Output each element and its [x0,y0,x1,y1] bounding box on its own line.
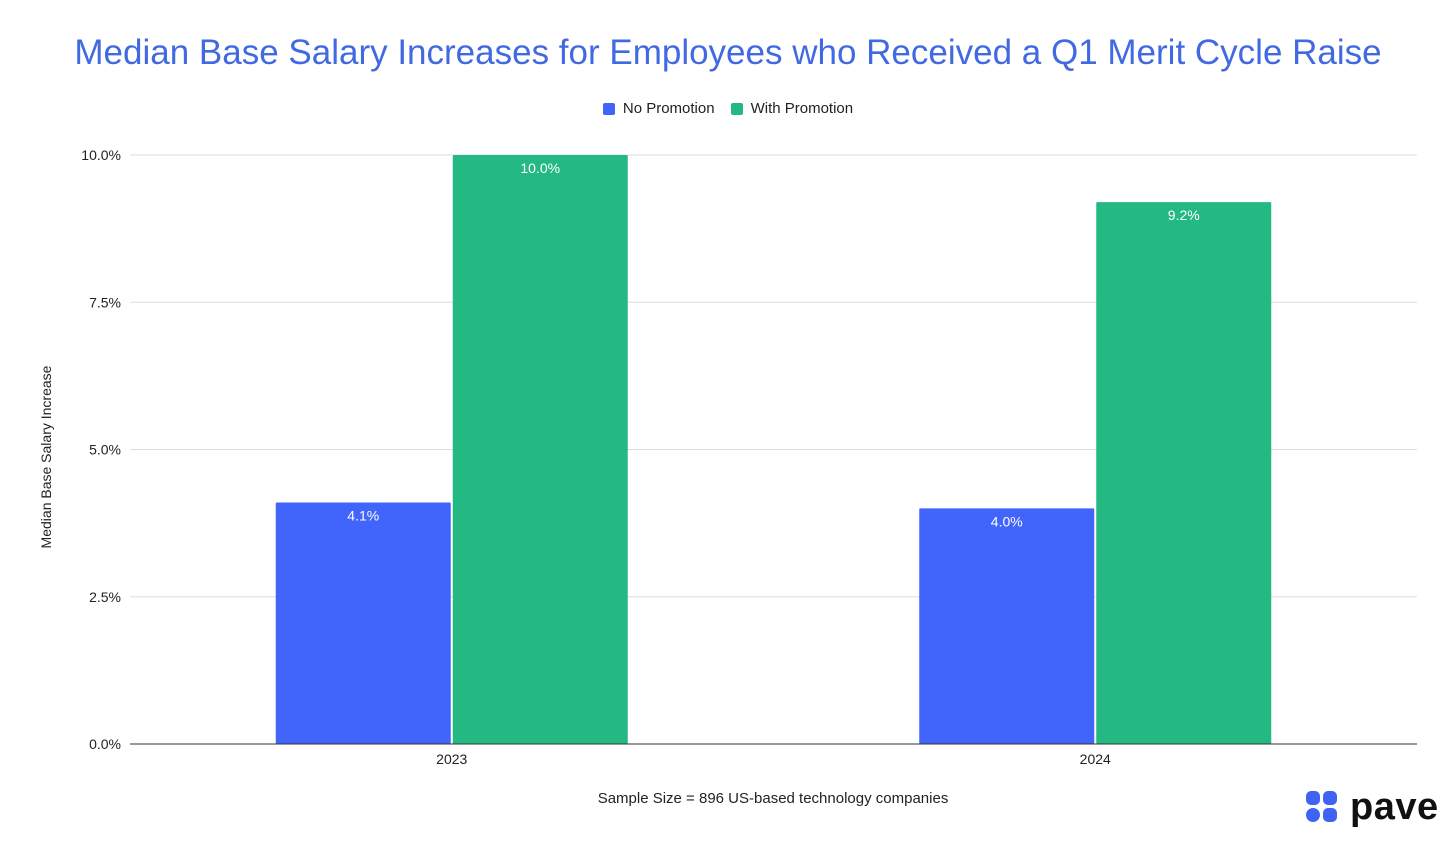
chart-title: Median Base Salary Increases for Employe… [74,33,1382,72]
bar-no-promotion [275,502,451,744]
legend-swatch-with-promotion [730,102,743,115]
y-tick-label: 2.5% [89,589,121,605]
pave-logo: pave [1306,788,1439,826]
legend-label-with-promotion: With Promotion [750,100,854,117]
bar-with-promotion [1096,202,1272,744]
data-label: 10.0% [520,160,560,176]
sample-size-footnote: Sample Size = 896 US-based technology co… [0,790,1456,807]
y-tick-label: 7.5% [89,294,121,310]
legend-label-no-promotion: No Promotion [622,100,715,117]
data-label: 4.0% [991,513,1023,529]
sample-size-text: Sample Size = 896 US-based technology co… [597,790,949,807]
pave-logo-text: pave [1350,786,1439,828]
y-tick-label: 0.0% [89,736,121,752]
x-tick-label: 2023 [436,751,467,767]
bar-no-promotion [919,508,1095,744]
y-tick-label: 5.0% [89,442,121,458]
y-axis-title: Median Base Salary Increase [38,365,54,549]
legend-item-with-promotion[interactable]: With Promotion [730,100,854,117]
data-label: 4.1% [347,508,379,524]
bar-with-promotion [452,155,628,744]
x-tick-label: 2024 [1080,751,1111,767]
legend-item-no-promotion[interactable]: No Promotion [602,100,715,117]
data-label: 9.2% [1168,207,1200,223]
chart-legend: No Promotion With Promotion [0,100,1456,117]
legend-swatch-no-promotion [602,102,615,115]
y-tick-label: 10.0% [81,147,121,163]
pave-logo-icon [1306,791,1338,823]
